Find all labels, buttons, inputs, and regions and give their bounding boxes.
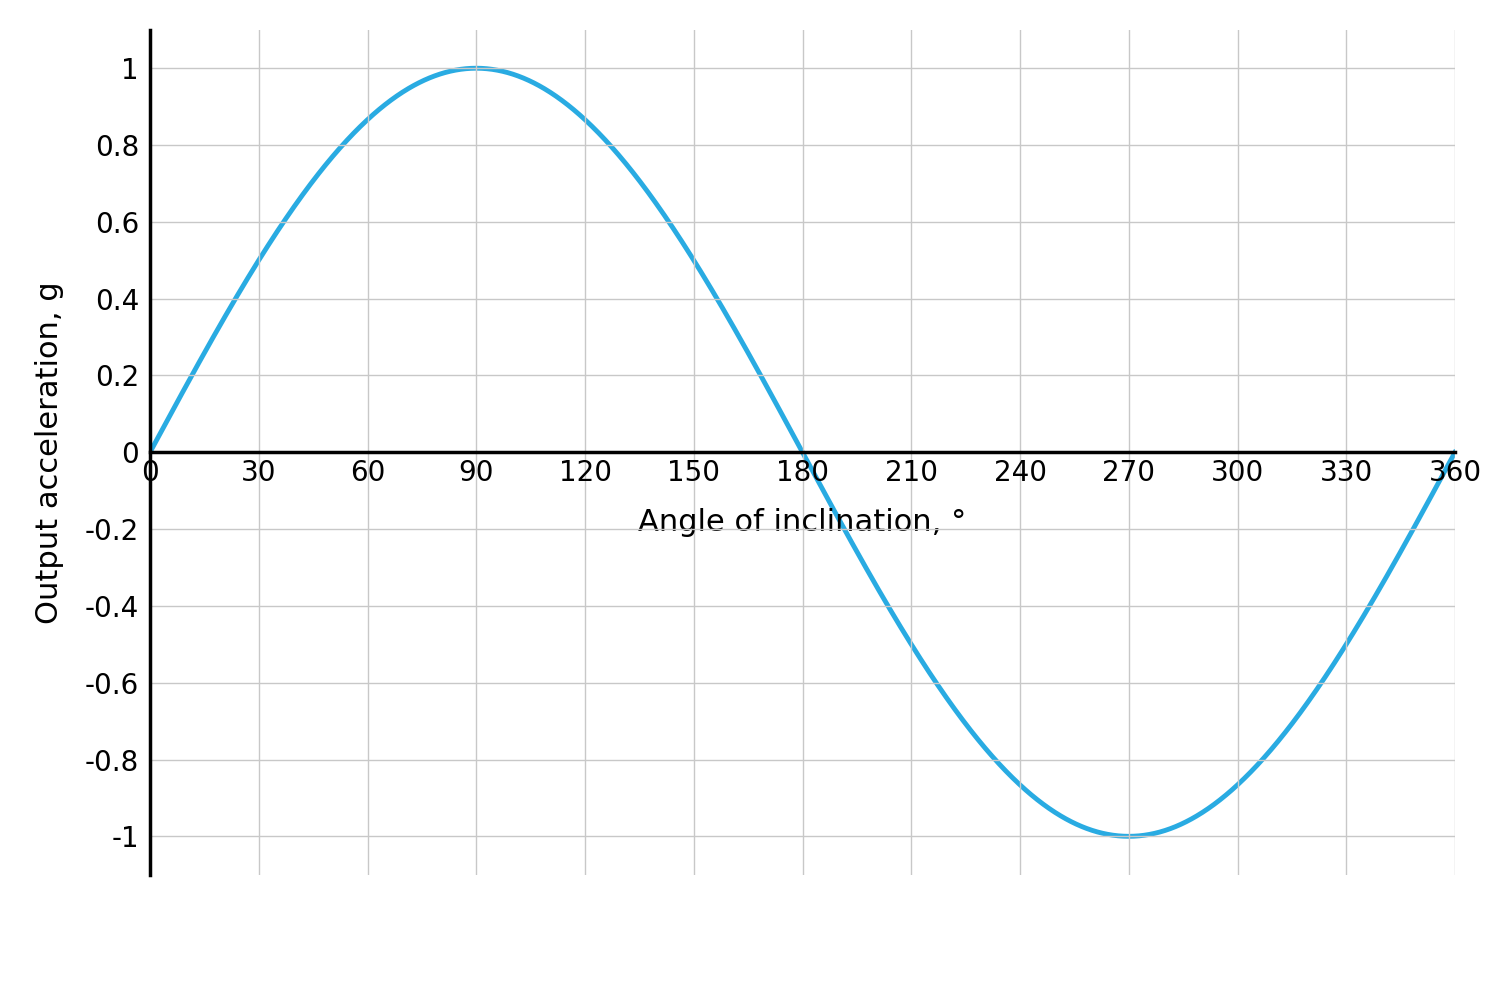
X-axis label: Angle of inclination, °: Angle of inclination, ° xyxy=(639,508,966,537)
Y-axis label: Output acceleration, g: Output acceleration, g xyxy=(34,281,64,623)
